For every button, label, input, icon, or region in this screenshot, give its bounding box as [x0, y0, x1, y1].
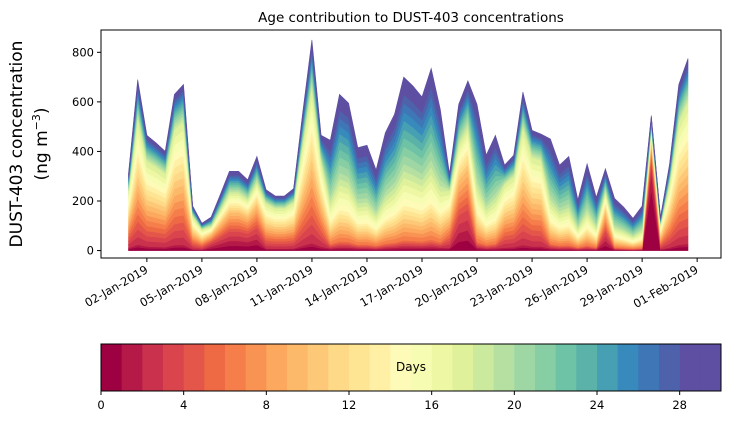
stacked-area-layers: [128, 39, 689, 251]
colorbar-bin-12: [349, 344, 371, 391]
colorbar-bin-27: [659, 344, 681, 391]
colorbar: [101, 344, 722, 391]
colorbar-bin-10: [307, 344, 329, 391]
colorbar-bin-11: [328, 344, 350, 391]
colorbar-bin-25: [617, 344, 639, 391]
colorbar-bin-0: [101, 344, 123, 391]
colorbar-bin-5: [204, 344, 226, 391]
colorbar-bin-3: [163, 344, 185, 391]
colorbar-tick-label: 0: [97, 398, 104, 412]
colorbar-bin-2: [142, 344, 164, 391]
y-axis: 0 200 400 600 800: [72, 45, 101, 258]
colorbar-bin-20: [514, 344, 536, 391]
colorbar-bin-24: [597, 344, 619, 391]
y-tick-label: 0: [87, 244, 94, 258]
colorbar-bin-6: [225, 344, 247, 391]
colorbar-bin-21: [535, 344, 557, 391]
colorbar-tick-label: 8: [263, 398, 270, 412]
colorbar-bin-14: [390, 344, 412, 391]
colorbar-bin-9: [287, 344, 309, 391]
y-axis-label-line2: (ng m−3): [30, 107, 52, 180]
colorbar-tick-label: 12: [342, 398, 357, 412]
y-tick-label: 400: [72, 144, 94, 158]
colorbar-bin-26: [638, 344, 660, 391]
colorbar-bin-15: [411, 344, 433, 391]
colorbar-frame: [100, 343, 722, 392]
y-axis-label: DUST-403 concentration (ng m−3): [7, 41, 52, 248]
colorbar-bin-16: [431, 344, 453, 391]
x-axis: 02-Jan-201905-Jan-201908-Jan-201911-Jan-…: [82, 258, 701, 311]
colorbar-bin-13: [369, 344, 391, 391]
colorbar-tick-label: 4: [180, 398, 187, 412]
colorbar-tick-label: 16: [424, 398, 439, 412]
colorbar-bin-29: [700, 344, 722, 391]
colorbar-bin-28: [679, 344, 701, 391]
chart-title: Age contribution to DUST-403 concentrati…: [258, 10, 564, 26]
colorbar-bin-17: [452, 344, 474, 391]
colorbar-tick-label: 20: [507, 398, 522, 412]
y-tick-label: 800: [72, 45, 94, 59]
colorbar-tick-label: 28: [672, 398, 687, 412]
colorbar-bin-19: [493, 344, 515, 391]
colorbar-bin-22: [555, 344, 577, 391]
y-tick-label: 600: [72, 95, 94, 109]
colorbar-label: Days: [396, 360, 426, 374]
colorbar-bin-8: [266, 344, 288, 391]
colorbar-bin-18: [473, 344, 495, 391]
colorbar-bin-23: [576, 344, 598, 391]
age-layer-day-29: [128, 39, 689, 225]
y-tick-label: 200: [72, 194, 94, 208]
colorbar-tick-label: 24: [590, 398, 605, 412]
colorbar-bin-1: [121, 344, 143, 391]
colorbar-axis: 0 4 8 12 16 20 24 28: [97, 391, 687, 412]
colorbar-bin-4: [183, 344, 205, 391]
colorbar-bin-7: [245, 344, 267, 391]
plot-frame: [100, 29, 722, 259]
y-axis-label-line1: DUST-403 concentration: [7, 41, 27, 248]
